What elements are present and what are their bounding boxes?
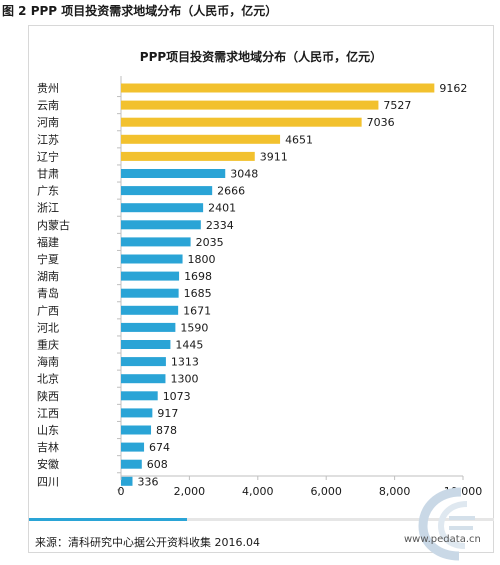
category-label: 内蒙古 bbox=[37, 218, 70, 232]
bar bbox=[121, 442, 145, 452]
website-url[interactable]: www.pedata.cn bbox=[404, 534, 481, 545]
category-label: 湖南 bbox=[37, 270, 59, 283]
bar bbox=[121, 83, 435, 93]
x-tick-label: 4,000 bbox=[242, 485, 274, 498]
bar bbox=[121, 117, 362, 127]
bar bbox=[121, 288, 179, 298]
bar bbox=[121, 237, 191, 247]
x-tick-label: 0 bbox=[118, 485, 125, 498]
value-label: 9162 bbox=[439, 82, 467, 95]
category-label: 海南 bbox=[37, 355, 59, 369]
x-tick-label: 6,000 bbox=[310, 485, 342, 498]
bar bbox=[121, 203, 204, 213]
bar bbox=[121, 220, 201, 230]
value-label: 1800 bbox=[188, 253, 216, 266]
bar bbox=[121, 151, 255, 161]
category-label: 广西 bbox=[37, 304, 59, 317]
value-label: 4651 bbox=[285, 133, 313, 146]
category-label: 辽宁 bbox=[37, 149, 59, 163]
value-label: 1313 bbox=[171, 356, 199, 369]
bar bbox=[121, 459, 142, 469]
value-label: 3911 bbox=[260, 150, 288, 163]
bar bbox=[121, 169, 226, 178]
bottom-divider bbox=[29, 518, 494, 521]
category-label: 北京 bbox=[37, 372, 59, 386]
category-label: 重庆 bbox=[37, 338, 59, 352]
bar bbox=[121, 186, 213, 196]
figure-caption: 图 2 PPP 项目投资需求地域分布（人民币，亿元） bbox=[2, 4, 278, 18]
value-label: 1445 bbox=[175, 339, 203, 352]
category-label: 福建 bbox=[37, 235, 59, 249]
bar bbox=[121, 357, 166, 367]
category-label: 安徽 bbox=[37, 457, 59, 471]
value-label: 1698 bbox=[184, 270, 212, 283]
value-label: 3048 bbox=[230, 168, 258, 181]
bar bbox=[121, 322, 176, 332]
bar bbox=[121, 391, 158, 401]
bar bbox=[121, 408, 153, 418]
category-label: 浙江 bbox=[37, 202, 59, 215]
value-label: 917 bbox=[157, 407, 178, 420]
category-label: 吉林 bbox=[37, 440, 59, 454]
category-label: 江西 bbox=[37, 407, 59, 420]
category-label: 陕西 bbox=[37, 389, 59, 403]
value-label: 2401 bbox=[208, 202, 236, 215]
value-label: 2334 bbox=[206, 219, 234, 232]
source-note: 来源：清科研究中心据公开资料收集 2016.04 bbox=[35, 536, 260, 549]
bar bbox=[121, 305, 179, 315]
chart-frame: PPP项目投资需求地域分布（人民币，亿元） 贵州 9162 云南 7527 河南 7036 江… bbox=[28, 25, 494, 553]
bar bbox=[121, 271, 180, 281]
category-label: 河南 bbox=[37, 116, 59, 129]
bottom-divider-accent bbox=[29, 518, 187, 521]
bar bbox=[121, 425, 152, 435]
category-label: 贵州 bbox=[37, 82, 59, 95]
category-label: 云南 bbox=[37, 99, 59, 112]
value-label: 878 bbox=[156, 424, 177, 437]
category-label: 宁夏 bbox=[37, 252, 59, 266]
category-label: 甘肃 bbox=[37, 168, 59, 181]
value-label: 1073 bbox=[163, 390, 191, 403]
value-label: 608 bbox=[147, 458, 168, 471]
value-label: 7527 bbox=[383, 99, 411, 112]
bar bbox=[121, 476, 133, 486]
value-label: 336 bbox=[137, 475, 158, 488]
bar bbox=[121, 134, 281, 144]
bar-chart: PPP项目投资需求地域分布（人民币，亿元） 贵州 9162 云南 7527 河南 7036 江… bbox=[37, 49, 482, 498]
value-label: 2666 bbox=[217, 185, 245, 198]
value-label: 1671 bbox=[183, 304, 211, 317]
category-label: 广东 bbox=[37, 185, 59, 198]
value-label: 1300 bbox=[170, 373, 198, 386]
x-tick-label: 2,000 bbox=[174, 485, 206, 498]
bar bbox=[121, 254, 183, 264]
value-label: 1590 bbox=[180, 321, 208, 334]
category-label: 河北 bbox=[37, 321, 59, 334]
bar bbox=[121, 100, 379, 110]
value-label: 2035 bbox=[196, 236, 224, 249]
x-tick-label: 8,000 bbox=[379, 485, 411, 498]
category-label: 青岛 bbox=[37, 286, 59, 300]
watermark-logo bbox=[418, 487, 475, 561]
category-label: 山东 bbox=[37, 424, 59, 437]
bar bbox=[121, 340, 171, 349]
value-label: 674 bbox=[149, 441, 170, 454]
category-label: 四川 bbox=[37, 475, 59, 488]
chart-title: PPP项目投资需求地域分布（人民币，亿元） bbox=[140, 49, 382, 64]
bar bbox=[121, 374, 166, 384]
value-label: 1685 bbox=[184, 287, 212, 300]
value-label: 7036 bbox=[367, 116, 395, 129]
category-label: 江苏 bbox=[37, 133, 59, 146]
